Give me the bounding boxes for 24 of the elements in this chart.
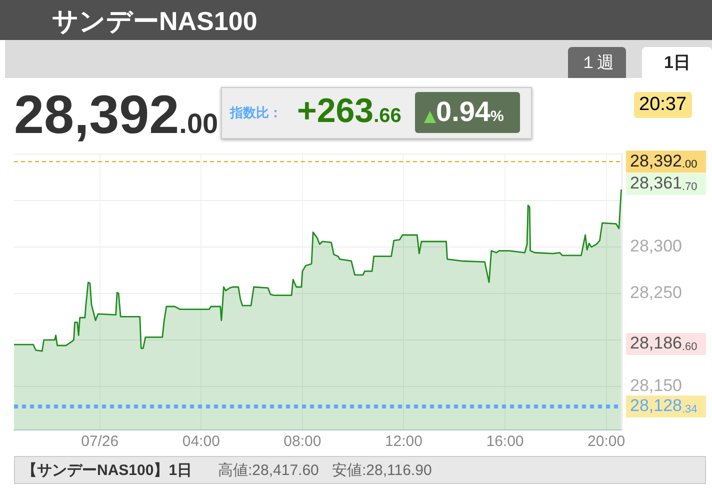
text: １週 [568,47,626,78]
text: 0.94% [436,96,504,128]
chart-title: サンデーNAS100 [52,5,258,38]
text: +263.66 [297,92,402,131]
ref-line-label: 28,392.00 [630,151,698,171]
text: 高値:28,417.60 [218,461,319,480]
text: 1日 [642,47,712,78]
y-tick-label: 28,150 [630,376,682,396]
x-tick-label: 12:00 [384,433,422,450]
x-tick-label: 07/26 [81,433,119,450]
text: 20:37 [634,92,692,118]
y-tick-label: 28,300 [630,236,682,256]
y-tick-label: 28,250 [630,283,682,302]
x-tick-label: 20:00 [588,433,626,450]
x-tick-label: 16:00 [486,433,524,450]
text: 指数比： [230,104,282,122]
text: 28,361.70 [630,174,698,194]
text: 【サンデーNAS100】1日 [22,461,192,480]
text: 28,392.00 [14,84,218,146]
ref-line-label: 28,128.34 [630,396,698,416]
x-tick-label: 08:00 [284,433,322,450]
text: 安値:28,116.90 [332,461,432,480]
x-tick-label: 04:00 [182,433,220,450]
text: 28,186.60 [630,334,698,354]
